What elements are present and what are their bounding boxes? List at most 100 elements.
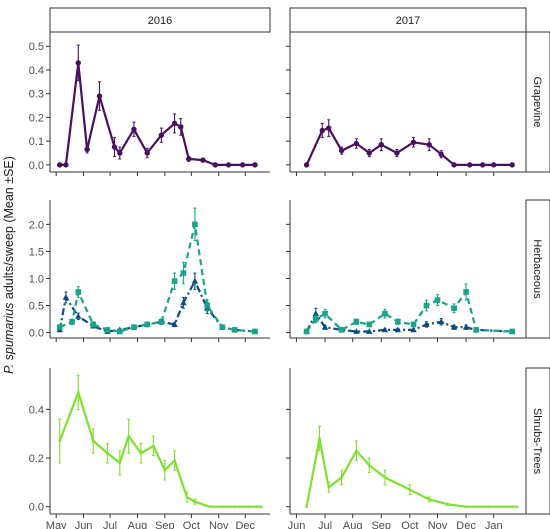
data-point-2016-shrubs-trees (139, 451, 143, 455)
data-point-2017-shrubs-trees (367, 464, 371, 467)
data-point-2016-shrubs-trees (173, 459, 176, 462)
data-point-2016-grapevine (158, 132, 165, 138)
data-point-2016-herbaceous (62, 294, 70, 300)
data-point-2016-herbaceous (204, 302, 211, 309)
data-point-2017-shrubs-trees (427, 498, 431, 501)
data-point-2016-shrubs-trees (185, 495, 189, 499)
data-point-2017-grapevine (438, 151, 444, 157)
data-point-2017-grapevine (509, 162, 515, 168)
data-point-2017-herbaceous (434, 297, 441, 303)
data-point-2017-grapevine (353, 140, 360, 147)
series-line-2017-herbaceous-0 (305, 312, 513, 333)
data-point-2017-grapevine (394, 150, 400, 156)
y-tick-label: 0.5 (29, 301, 44, 313)
panels-layer: 2016 2017 Grapevine Herbaceous Shrubs-Trees 0… (29, 7, 550, 529)
y-tick-label: 0.0 (29, 502, 44, 514)
data-point-2017-herbaceous (366, 328, 373, 334)
x-tick-label: Aug (128, 520, 148, 529)
x-tick-label: Jun (75, 520, 93, 529)
data-point-2016-shrubs-trees (259, 505, 263, 509)
data-point-2016-shrubs-trees (220, 505, 224, 509)
x-tick-label: Jul (103, 520, 117, 529)
data-point-2016-grapevine (239, 162, 246, 168)
strip-shrubs-trees (525, 367, 550, 515)
y-axis-label-species: P. spumarius (2, 303, 16, 374)
y-tick-label: 0.1 (29, 136, 44, 148)
data-point-2016-herbaceous (231, 327, 238, 333)
data-point-2017-herbaceous (423, 321, 430, 327)
y-tick-label: 0.2 (29, 112, 44, 124)
data-point-2017-herbaceous (321, 323, 329, 330)
y-tick-label: 0.2 (29, 453, 44, 465)
data-point-2017-grapevine (491, 162, 497, 168)
x-tick-label: Sep (371, 520, 391, 529)
data-point-2017-grapevine (366, 150, 372, 156)
data-point-2016-herbaceous (180, 299, 187, 306)
data-point-2016-grapevine (252, 162, 258, 168)
data-point-2017-grapevine (338, 147, 345, 154)
data-point-2017-herbaceous (410, 326, 417, 333)
data-point-2017-herbaceous (451, 305, 457, 312)
series-line-2017-grapevine-0 (305, 127, 513, 166)
x-tick-label: Aug (343, 520, 363, 529)
data-point-2016-grapevine (144, 150, 150, 156)
data-point-2016-herbaceous (104, 327, 111, 333)
data-point-2016-grapevine (200, 157, 206, 163)
data-point-2016-shrubs-trees (58, 439, 62, 443)
series-line-2017-shrubs-trees-0 (305, 437, 517, 508)
strip-herbaceous (525, 199, 550, 339)
data-point-2017-shrubs-trees (355, 449, 358, 453)
data-point-2016-grapevine (186, 156, 192, 162)
data-point-2016-grapevine (75, 60, 81, 66)
data-point-2017-shrubs-trees (318, 437, 321, 440)
data-point-2017-herbaceous (322, 310, 328, 317)
data-point-2017-grapevine (451, 162, 457, 168)
x-tick-label: Jul (318, 520, 332, 529)
data-point-2017-shrubs-trees (305, 505, 308, 509)
data-point-2016-grapevine (131, 126, 137, 132)
data-point-2016-shrubs-trees (106, 451, 109, 455)
data-point-2016-herbaceous (171, 321, 178, 327)
y-tick-label: 2.0 (29, 219, 44, 231)
strip-label-grapevine: Grapevine (531, 77, 543, 128)
data-point-2017-herbaceous (509, 328, 515, 335)
strip-label-2016: 2016 (148, 15, 172, 27)
data-point-2016-herbaceous (158, 318, 165, 325)
data-point-2017-herbaceous (312, 310, 320, 317)
data-point-2017-shrubs-trees (327, 485, 331, 489)
data-point-2016-herbaceous (69, 318, 75, 325)
x-tick-label: Dec (235, 520, 255, 529)
y-tick-label: 1.5 (29, 246, 44, 258)
data-point-2017-shrubs-trees (383, 476, 387, 479)
data-point-2016-herbaceous (171, 278, 178, 284)
x-tick-label: Jun (288, 520, 306, 529)
x-tick-label: Jan (485, 520, 503, 529)
data-point-2016-herbaceous (75, 289, 82, 295)
data-point-2016-herbaceous (56, 324, 63, 330)
y-tick-label: 0.5 (29, 41, 44, 53)
data-point-2017-grapevine (467, 162, 473, 168)
x-tick-label: Oct (183, 520, 200, 529)
data-point-2017-herbaceous (463, 289, 469, 295)
x-tick-label: Nov (209, 520, 229, 529)
data-point-2017-herbaceous (410, 321, 417, 328)
strip-2017 (289, 7, 527, 33)
y-tick-label: 0.0 (29, 160, 44, 172)
data-point-2016-herbaceous (75, 312, 82, 319)
data-point-2016-grapevine (63, 162, 69, 168)
data-point-2016-shrubs-trees (76, 391, 80, 394)
data-point-2016-herbaceous (116, 328, 123, 335)
x-tick-label: Dec (456, 520, 476, 529)
data-point-2016-herbaceous (144, 321, 150, 328)
data-point-2016-herbaceous (252, 328, 258, 335)
data-point-2016-grapevine (96, 93, 103, 99)
data-point-2016-herbaceous (180, 270, 187, 276)
data-point-2017-grapevine (479, 162, 486, 168)
y-tick-label: 0.0 (29, 328, 44, 340)
data-point-2016-shrubs-trees (193, 500, 197, 504)
data-point-2016-herbaceous (90, 321, 97, 328)
data-point-2017-shrubs-trees (487, 505, 491, 509)
series-line-2016-herbaceous-0 (58, 280, 256, 333)
data-point-2017-grapevine (303, 162, 310, 168)
